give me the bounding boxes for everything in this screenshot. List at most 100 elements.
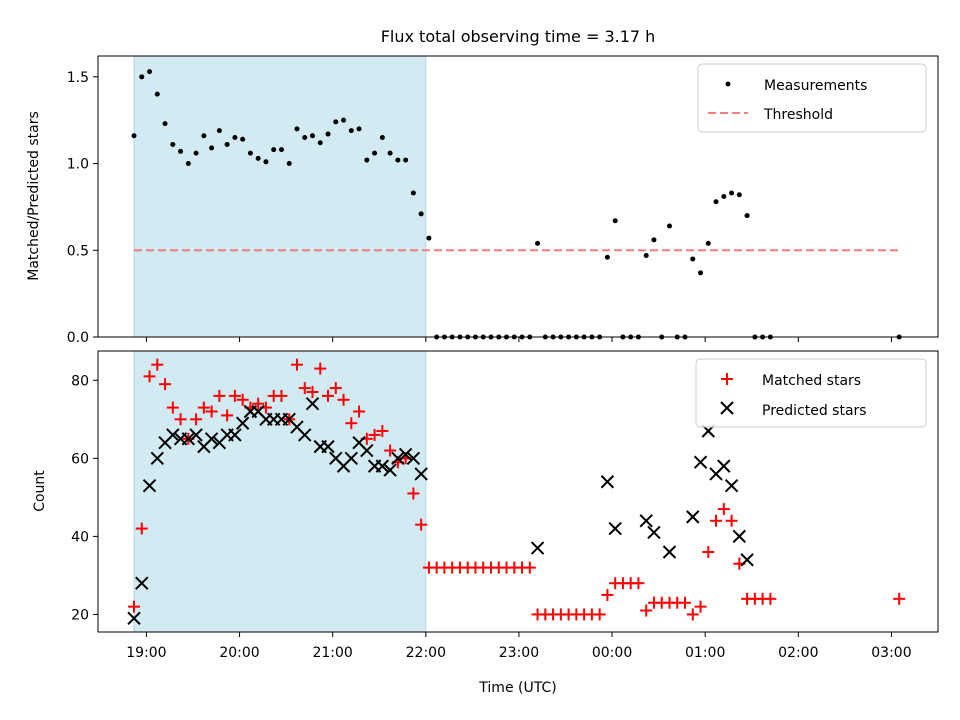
- matched-star-point: [213, 389, 226, 402]
- y-tick-label: 1.5: [67, 70, 89, 86]
- measurement-point: [263, 159, 269, 165]
- predicted-star-point: [608, 521, 622, 536]
- matched-star-point: [694, 600, 707, 613]
- measurement-point: [535, 240, 541, 246]
- measurement-point: [395, 157, 401, 163]
- matched-star-point: [290, 358, 303, 371]
- measurement-point: [372, 150, 378, 156]
- x-tick-label: 03:00: [871, 645, 911, 661]
- matched-star-point: [593, 608, 606, 621]
- top-y-axis-label: Matched/Predicted stars: [26, 111, 42, 281]
- predicted-star-point: [127, 611, 141, 626]
- matched-star-point: [345, 417, 358, 430]
- measurement-point: [744, 213, 750, 219]
- y-tick-label: 20: [71, 607, 89, 623]
- matched-star-point: [197, 401, 210, 414]
- measurement-point: [317, 140, 323, 146]
- measurement-point: [698, 270, 704, 276]
- predicted-star-point: [724, 478, 739, 493]
- matched-star-point: [166, 401, 179, 414]
- predicted-star-point: [414, 467, 428, 481]
- predicted-star-point: [235, 416, 250, 430]
- predicted-star-point: [693, 455, 708, 469]
- matched-star-point: [893, 592, 906, 605]
- matched-star-point: [314, 362, 327, 375]
- predicted-star-point: [204, 432, 219, 446]
- measurement-point: [666, 223, 672, 229]
- predicted-star-point: [166, 428, 180, 442]
- predicted-star-point: [135, 576, 149, 590]
- measurement-point: [131, 133, 137, 139]
- measurement-point: [240, 136, 246, 142]
- x-tick-label: 02:00: [778, 645, 818, 661]
- matched-star-point: [275, 389, 288, 402]
- measurement-point: [356, 126, 362, 132]
- measurement-point: [185, 161, 191, 167]
- measurement-point: [410, 190, 416, 196]
- measurement-point: [736, 192, 742, 198]
- predicted-star-point: [360, 443, 374, 458]
- measurement-point: [426, 235, 432, 241]
- measurement-point: [325, 131, 331, 137]
- measurement-point: [364, 157, 370, 163]
- measurement-point: [271, 147, 277, 153]
- matched-star-point: [252, 397, 265, 410]
- predicted-star-point: [717, 459, 731, 473]
- predicted-star-point: [647, 525, 661, 540]
- predicted-star-point: [740, 553, 754, 567]
- measurement-point: [302, 135, 308, 141]
- legend-measurement-marker: [725, 81, 731, 87]
- measurement-point: [310, 133, 316, 139]
- matched-star-point: [298, 382, 311, 395]
- matched-star-point: [353, 405, 366, 418]
- measurement-point: [387, 150, 393, 156]
- x-axis-label: Time (UTC): [478, 680, 556, 696]
- measurement-point: [224, 141, 230, 147]
- measurement-point: [286, 161, 292, 167]
- matched-star-point: [159, 378, 172, 391]
- measurement-point: [705, 240, 711, 246]
- matched-star-point: [640, 604, 653, 617]
- predicted-star-point: [189, 428, 203, 442]
- predicted-star-point: [639, 514, 653, 528]
- matched-star-point: [322, 389, 335, 402]
- matched-star-point: [329, 382, 342, 395]
- matched-star-point: [306, 385, 319, 398]
- x-tick-label: 21:00: [312, 645, 352, 661]
- matched-star-point: [632, 577, 645, 590]
- matched-star-point: [190, 413, 203, 426]
- legend-matched-label: Matched stars: [762, 373, 861, 389]
- legend-measurements-label: Measurements: [764, 78, 867, 94]
- predicted-star-point: [398, 447, 413, 462]
- y-tick-label: 1.0: [67, 157, 89, 173]
- matched-star-point: [679, 596, 692, 609]
- y-tick-label: 0.0: [67, 330, 89, 346]
- matched-star-point: [523, 561, 536, 574]
- x-tick-label: 23:00: [499, 645, 539, 661]
- y-tick-label: 40: [71, 529, 89, 545]
- predicted-star-point: [298, 428, 312, 442]
- measurement-point: [178, 148, 184, 154]
- matched-star-point: [337, 393, 350, 406]
- top-legend: Measurements Threshold: [697, 63, 927, 133]
- bottom-legend: Matched stars Predicted stars: [695, 358, 927, 428]
- matched-star-point: [686, 608, 699, 621]
- predicted-star-point: [150, 451, 164, 466]
- matched-star-point: [368, 428, 381, 441]
- matched-star-point: [407, 487, 420, 500]
- matched-star-point: [384, 444, 397, 457]
- measurement-point: [278, 147, 284, 153]
- top-plot-frame: [97, 55, 939, 338]
- x-tick-label: 00:00: [592, 645, 632, 661]
- predicted-star-point: [375, 459, 390, 473]
- matched-star-point: [174, 413, 187, 426]
- predicted-star-point: [344, 451, 359, 466]
- measurement-point: [341, 117, 347, 123]
- measurement-point: [255, 155, 261, 161]
- x-tick-label: 19:00: [126, 645, 166, 661]
- predicted-star-point: [732, 529, 747, 544]
- measurement-point: [294, 126, 300, 132]
- legend-predicted-label: Predicted stars: [762, 403, 867, 419]
- matched-star-point: [236, 393, 249, 406]
